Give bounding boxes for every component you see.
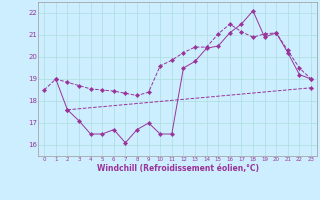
X-axis label: Windchill (Refroidissement éolien,°C): Windchill (Refroidissement éolien,°C) — [97, 164, 259, 173]
